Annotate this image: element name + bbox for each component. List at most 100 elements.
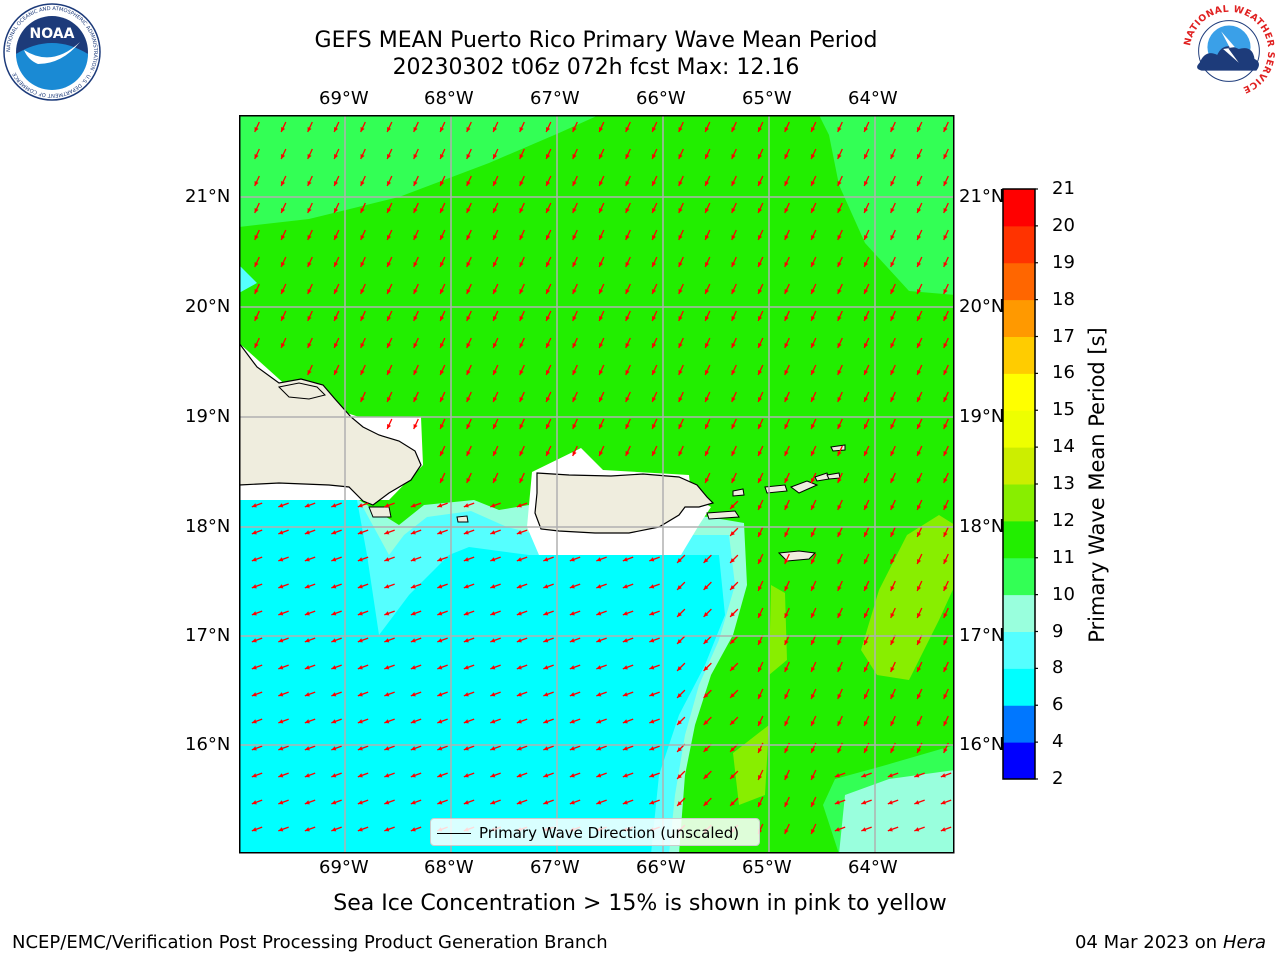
wave-arrow-head xyxy=(652,261,657,267)
colorbar-band xyxy=(1003,447,1035,485)
wave-arrow-head xyxy=(413,396,418,402)
wave-arrow-head xyxy=(440,180,445,186)
wave-arrow-head xyxy=(281,180,286,186)
wave-arrow-head xyxy=(384,827,390,832)
land-mona xyxy=(456,515,469,523)
wave-arrow-head xyxy=(758,288,763,294)
wave-arrow-head xyxy=(940,773,946,778)
wave-arrow-head xyxy=(705,288,710,294)
wave-arrow-head xyxy=(890,558,895,564)
wave-arrow-head xyxy=(357,719,363,724)
wave-arrow-head xyxy=(466,234,471,240)
lat-label-right-18n: 18°N xyxy=(959,516,1005,537)
wave-arrow-head xyxy=(410,557,416,562)
lat-label-right-16n: 16°N xyxy=(959,734,1005,755)
wave-arrow-head xyxy=(834,827,840,832)
wave-arrow-head xyxy=(677,585,682,590)
colorbar-band xyxy=(1003,299,1035,337)
wave-arrow-head xyxy=(440,207,445,213)
wave-arrow-head xyxy=(677,612,682,617)
wave-arrow-head xyxy=(334,342,339,348)
colorbar-band xyxy=(1003,594,1035,632)
colorbar xyxy=(1002,188,1038,780)
wave-arrow-head xyxy=(864,720,869,726)
wave-arrow-head xyxy=(890,477,895,483)
lon-label-top-65w: 65°W xyxy=(742,88,792,109)
wave-arrow-head xyxy=(864,234,869,240)
wave-arrow-head xyxy=(784,126,789,132)
wave-arrow-head xyxy=(758,585,763,591)
wave-arrow-head xyxy=(437,530,443,535)
lat-label-right-20n: 20°N xyxy=(959,296,1005,317)
wave-arrow-head xyxy=(331,638,337,643)
wave-arrow-head xyxy=(440,477,445,483)
wave-arrow-head xyxy=(281,261,286,267)
wave-arrow-head xyxy=(572,342,577,348)
wave-arrow-head xyxy=(887,827,893,832)
wave-arrow-head xyxy=(811,153,816,159)
wave-arrow-head xyxy=(572,207,577,213)
wave-arrow-head xyxy=(543,800,549,805)
wave-arrow-head xyxy=(731,180,736,186)
wave-arrow-head xyxy=(516,665,522,670)
colorbar-tick-label: 12 xyxy=(1052,509,1075,531)
wave-arrow-head xyxy=(784,504,789,510)
wave-arrow-head xyxy=(331,800,337,805)
wave-arrow-head xyxy=(811,207,816,213)
wave-arrow-head xyxy=(384,584,390,589)
wave-arrow-head xyxy=(596,665,602,670)
wave-arrow-head xyxy=(758,342,763,348)
wave-arrow-head xyxy=(278,800,284,805)
wave-arrow-head xyxy=(837,612,842,618)
wave-arrow-head xyxy=(811,234,816,240)
wave-arrow-head xyxy=(705,234,710,240)
wave-arrow-head xyxy=(731,477,736,483)
land-vieques xyxy=(706,510,740,520)
wave-arrow-head xyxy=(784,774,789,780)
wave-arrow-head xyxy=(652,207,657,213)
colorbar-tick-label: 10 xyxy=(1052,583,1075,605)
colorbar-tick-label: 13 xyxy=(1052,473,1075,494)
lon-label-top-68w: 68°W xyxy=(424,88,474,109)
wave-arrow-head xyxy=(677,747,682,752)
wave-arrow-head xyxy=(917,720,922,726)
wave-arrow-head xyxy=(251,800,257,805)
wave-arrow-head xyxy=(357,611,363,616)
wave-arrow-head xyxy=(466,207,471,213)
wave-arrow-head xyxy=(519,396,524,402)
wave-arrow-head xyxy=(837,693,842,699)
lon-label-bottom-64w: 64°W xyxy=(848,857,898,878)
wave-arrow-head xyxy=(625,207,630,213)
wave-arrow-head xyxy=(357,638,363,643)
wave-arrow-head xyxy=(304,503,310,508)
wave-arrow-head xyxy=(387,396,392,402)
wave-arrow-head xyxy=(490,638,496,643)
wave-arrow-head xyxy=(596,692,602,697)
wave-arrow-head xyxy=(466,396,471,402)
wave-arrow-head xyxy=(334,288,339,294)
wave-arrow-head xyxy=(569,557,575,562)
wave-arrow-head xyxy=(493,153,498,159)
wave-arrow-head xyxy=(384,530,390,535)
wave-arrow-head xyxy=(731,261,736,267)
wave-arrow-head xyxy=(677,558,682,563)
wave-arrow-head xyxy=(625,288,630,294)
wave-arrow-head xyxy=(599,180,604,186)
colorbar-band xyxy=(1003,225,1035,264)
wave-arrow-head xyxy=(440,153,445,159)
wave-arrow-head xyxy=(917,126,922,132)
wave-arrow-head xyxy=(758,207,763,213)
wave-arrow-head xyxy=(811,531,816,537)
wave-arrow-head xyxy=(440,126,445,132)
wave-arrow-head xyxy=(254,342,259,348)
wave-arrow-head xyxy=(678,261,683,267)
wave-arrow-head xyxy=(784,261,789,267)
colorbar-tick-label: 17 xyxy=(1052,325,1075,347)
wave-arrow-head xyxy=(730,747,735,752)
wave-arrow-head xyxy=(649,692,655,697)
wave-arrow-head xyxy=(837,585,842,591)
wave-arrow-head xyxy=(864,153,869,159)
wave-arrow-head xyxy=(599,207,604,213)
wave-arrow-head xyxy=(251,746,257,751)
wave-arrow-head xyxy=(677,801,682,806)
